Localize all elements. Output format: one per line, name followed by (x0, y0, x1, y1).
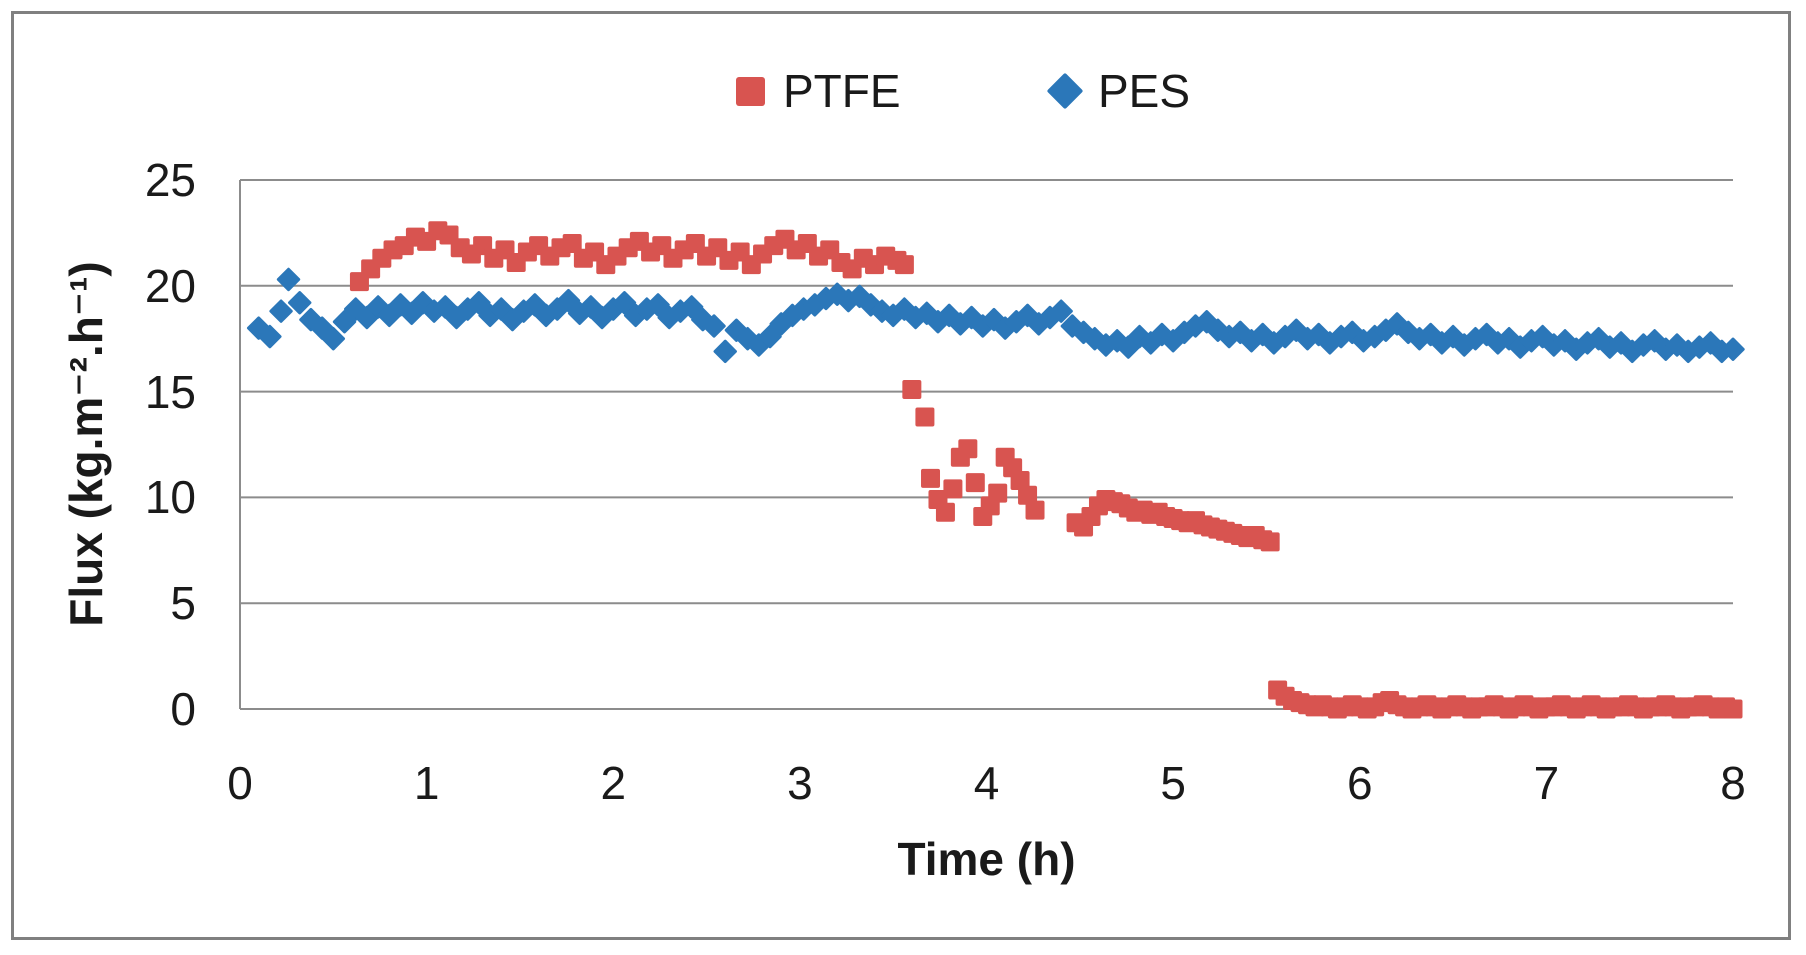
pes-point (1049, 299, 1073, 323)
y-axis-title: Flux (kg.m⁻².h⁻¹) (60, 261, 112, 627)
y-tick-label-5: 5 (170, 577, 196, 630)
pes-point (269, 299, 293, 323)
pes-point (713, 339, 737, 364)
pes-point (258, 324, 282, 349)
figure-border (11, 11, 1791, 940)
pes-point (288, 291, 312, 315)
ptfe-point (1260, 532, 1280, 552)
x-tick-label-2: 2 (600, 757, 627, 809)
y-tick-label-15: 15 (144, 365, 196, 418)
ptfe-point (935, 502, 955, 522)
pes-point (321, 327, 345, 351)
y-tick-label-25: 25 (144, 154, 196, 206)
ptfe-point (894, 255, 914, 275)
ptfe-point (1018, 485, 1038, 505)
ptfe-point (921, 468, 941, 488)
ptfe-point (988, 483, 1008, 503)
x-tick-label-6: 6 (1346, 757, 1373, 809)
ptfe-point (915, 407, 935, 427)
pes-diamond-marker-icon (1046, 72, 1084, 110)
x-tick-label-1: 1 (413, 757, 440, 809)
ptfe-point (943, 479, 963, 499)
ptfe-square-marker-icon (736, 76, 765, 106)
legend-item-ptfe: PTFE (736, 68, 901, 114)
pes-point (1721, 337, 1745, 361)
pes-point (702, 314, 726, 338)
y-tick-label-10: 10 (144, 471, 196, 524)
legend-item-pes: PES (1046, 65, 1191, 117)
series-ptfe (349, 221, 1743, 719)
series-pes (246, 267, 1745, 364)
ptfe-point (958, 439, 978, 459)
ptfe-point (1025, 500, 1045, 520)
x-tick-label-7: 7 (1533, 757, 1560, 809)
x-tick-label-4: 4 (973, 757, 1000, 809)
ptfe-point (902, 379, 922, 399)
x-tick-label-3: 3 (787, 757, 813, 809)
y-tick-label-20: 20 (144, 259, 196, 312)
ptfe-point (1010, 470, 1030, 490)
x-tick-label-0: 0 (227, 757, 253, 809)
pes-point (276, 267, 301, 292)
ptfe-point (1723, 699, 1743, 719)
ptfe-point (965, 473, 985, 493)
legend-label-pes: PES (1098, 65, 1191, 117)
x-tick-label-8: 8 (1720, 757, 1746, 809)
ptfe-point (562, 233, 582, 253)
legend-label-ptfe: PTFE (783, 65, 901, 117)
x-axis-title: Time (h) (897, 833, 1076, 885)
x-tick-label-5: 5 (1160, 757, 1186, 809)
y-tick-label-0: 0 (170, 683, 196, 735)
